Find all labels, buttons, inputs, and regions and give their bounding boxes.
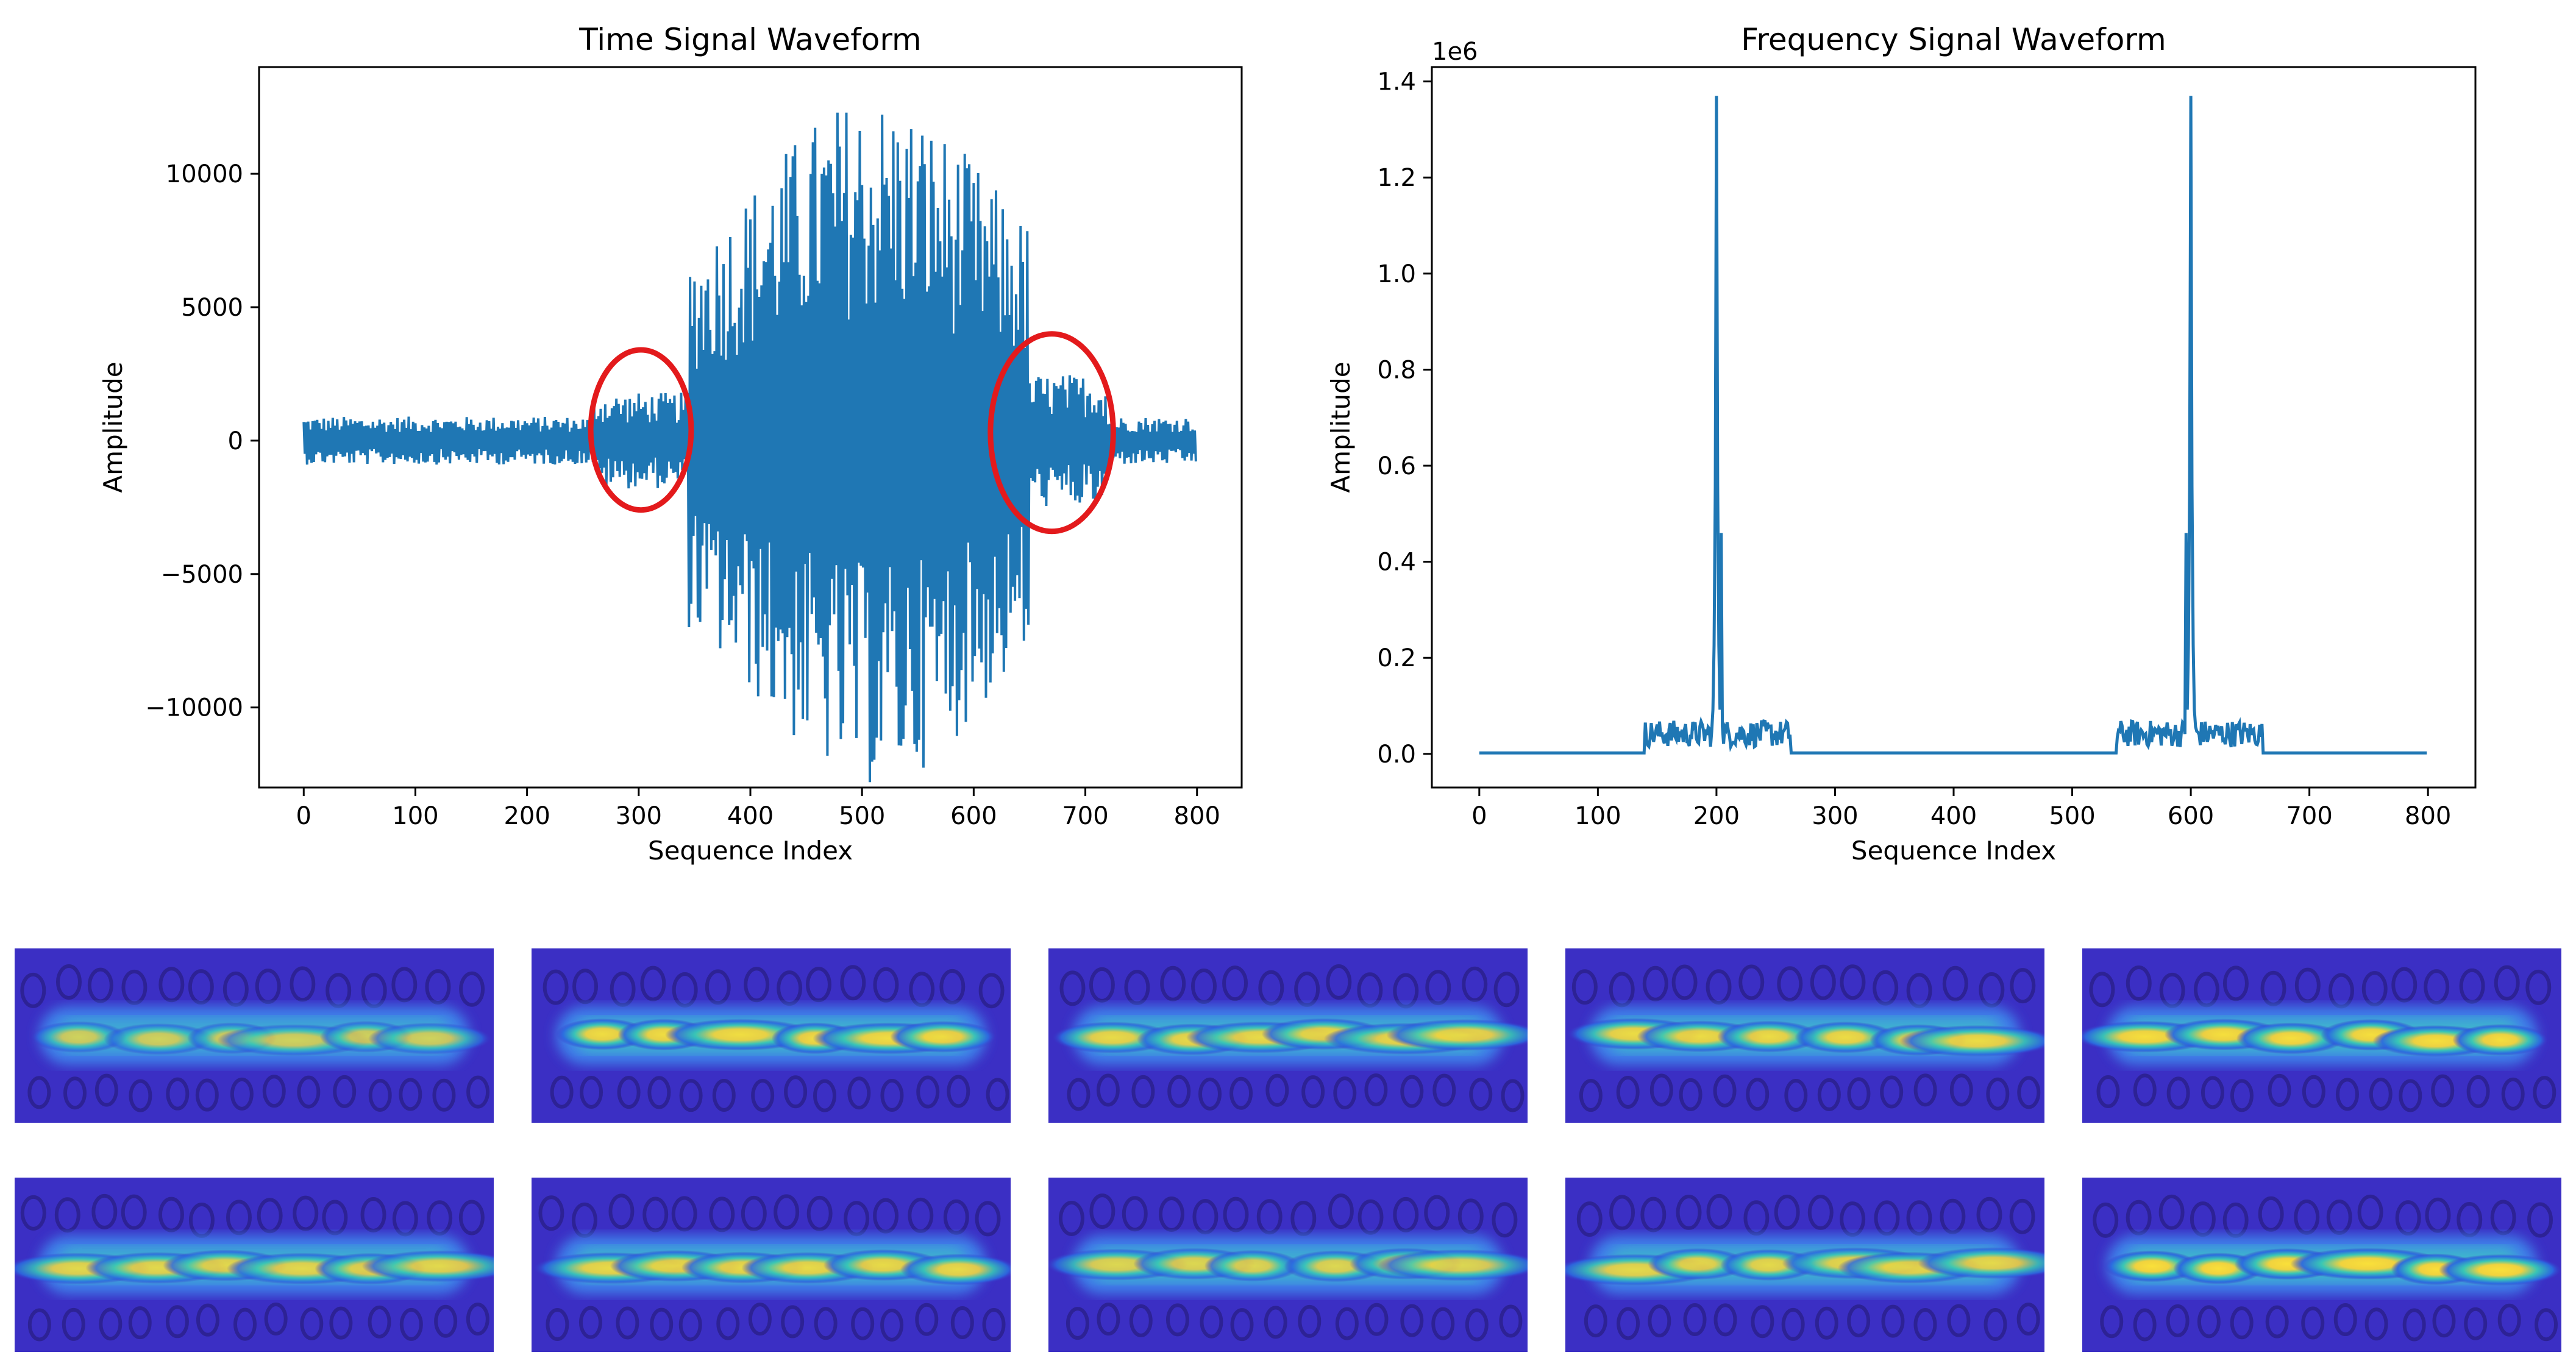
freq-title: Frequency Signal Waveform bbox=[1741, 22, 2166, 57]
heatmap-tile bbox=[1048, 948, 1528, 1123]
time-xtick-label: 200 bbox=[503, 802, 550, 830]
freq-series-line bbox=[1479, 96, 2427, 755]
time-ytick-label: 10000 bbox=[166, 160, 243, 188]
freq-ytick-label: 0.0 bbox=[1377, 741, 1416, 769]
freq-ytick-label: 1.0 bbox=[1377, 260, 1416, 288]
freq-xlabel: Sequence Index bbox=[1851, 836, 2056, 866]
time-xtick-label: 500 bbox=[839, 802, 885, 830]
freq-axes: 0 100 200 300 400 500 600 700 800 0.0 0.2 0.4 0.6 0.8… bbox=[1326, 22, 2451, 866]
time-xtick-label: 100 bbox=[392, 802, 438, 830]
heatmap-tile bbox=[2082, 948, 2561, 1123]
freq-xtick-label: 100 bbox=[1574, 802, 1621, 830]
freq-ytick-label: 0.4 bbox=[1377, 549, 1416, 577]
freq-xtick-label: 200 bbox=[1693, 802, 1740, 830]
time-xtick-label: 600 bbox=[950, 802, 997, 830]
freq-xtick-label: 500 bbox=[2049, 802, 2095, 830]
heatmap-tile bbox=[532, 1178, 1011, 1352]
time-ytick-label: −10000 bbox=[145, 694, 243, 722]
heatmap-tile bbox=[1565, 948, 2044, 1123]
time-series-line bbox=[302, 112, 1197, 783]
time-ytick-label: −5000 bbox=[161, 561, 243, 589]
time-xtick-label: 800 bbox=[1174, 802, 1220, 830]
freq-xtick-label: 0 bbox=[1471, 802, 1487, 830]
freq-xtick-label: 300 bbox=[1812, 802, 1858, 830]
freq-xtick-label: 800 bbox=[2405, 802, 2451, 830]
freq-ylabel: Amplitude bbox=[1326, 361, 1356, 492]
freq-offset-text: 1e6 bbox=[1432, 38, 1478, 66]
highlight-ellipse bbox=[588, 347, 694, 513]
freq-ytick-label: 0.2 bbox=[1377, 644, 1416, 672]
freq-ytick-label: 1.2 bbox=[1377, 164, 1416, 192]
freq-ytick-label: 0.8 bbox=[1377, 356, 1416, 384]
freq-ytick-label: 0.6 bbox=[1377, 452, 1416, 480]
time-axes: 0 100 200 300 400 500 600 700 800 −10000 −5000 0 500… bbox=[98, 22, 1220, 866]
freq-xtick-label: 700 bbox=[2286, 802, 2332, 830]
time-xtick-label: 0 bbox=[296, 802, 311, 830]
heatmap-tile bbox=[2082, 1178, 2561, 1352]
freq-xtick-label: 400 bbox=[1930, 802, 1977, 830]
time-plot-frame bbox=[258, 66, 1243, 789]
time-xtick-label: 700 bbox=[1062, 802, 1108, 830]
time-title: Time Signal Waveform bbox=[578, 22, 922, 57]
time-xlabel: Sequence Index bbox=[648, 836, 853, 866]
freq-xtick-label: 600 bbox=[2168, 802, 2214, 830]
highlight-ellipse bbox=[987, 331, 1116, 535]
heatmap-tile bbox=[1048, 1178, 1528, 1352]
freq-ytick-label: 1.4 bbox=[1377, 68, 1416, 96]
time-xtick-label: 400 bbox=[727, 802, 774, 830]
heatmap-tile bbox=[15, 1178, 494, 1352]
heatmap-tile bbox=[532, 948, 1011, 1123]
heatmap-tile bbox=[1565, 1178, 2044, 1352]
time-xtick-label: 300 bbox=[616, 802, 662, 830]
heatmap-tile bbox=[15, 948, 494, 1123]
freq-plot-frame bbox=[1431, 66, 2477, 789]
time-ytick-label: 5000 bbox=[181, 294, 243, 322]
time-ytick-label: 0 bbox=[228, 427, 243, 455]
time-ylabel: Amplitude bbox=[98, 361, 128, 492]
